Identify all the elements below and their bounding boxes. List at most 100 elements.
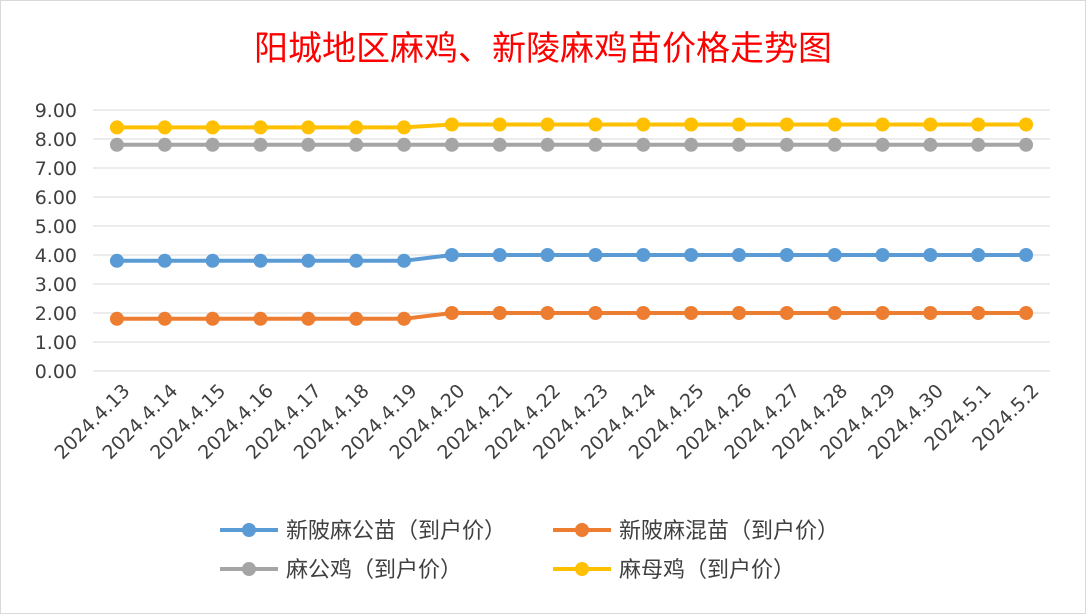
data-point xyxy=(540,117,555,132)
data-point xyxy=(540,248,555,262)
legend-marker xyxy=(575,562,589,576)
legend-item: 麻母鸡（到户价） xyxy=(553,558,795,583)
data-point xyxy=(205,137,220,152)
data-point xyxy=(109,311,124,326)
data-point xyxy=(397,311,412,326)
legend-marker xyxy=(575,523,589,537)
data-point xyxy=(731,248,746,262)
y-tick-label: 5.00 xyxy=(35,216,77,238)
data-point xyxy=(397,253,412,268)
data-point xyxy=(1019,306,1034,320)
data-point xyxy=(397,120,412,135)
data-point xyxy=(779,137,794,152)
data-point xyxy=(779,306,794,320)
legend-label: 麻母鸡（到户价） xyxy=(619,558,795,583)
data-point xyxy=(636,137,651,152)
legend-item: 新陂麻公苗（到户价） xyxy=(220,519,506,544)
y-tick-label: 4.00 xyxy=(35,245,77,267)
data-point xyxy=(157,311,172,326)
data-point xyxy=(731,117,746,132)
data-point xyxy=(636,306,651,320)
data-point xyxy=(684,137,699,152)
data-point xyxy=(349,253,364,268)
data-point xyxy=(253,120,268,135)
data-point xyxy=(971,306,986,320)
data-point xyxy=(875,137,890,152)
data-point xyxy=(205,120,220,135)
y-tick-label: 8.00 xyxy=(35,129,77,151)
data-point xyxy=(684,306,699,320)
data-point xyxy=(205,311,220,326)
data-point xyxy=(540,306,555,320)
legend: 新陂麻公苗（到户价） 新陂麻混苗（到户价） 麻公鸡（到户价） 麻母鸡（到户价） xyxy=(220,519,839,583)
y-tick-label: 2.00 xyxy=(35,303,77,325)
legend-marker xyxy=(242,523,256,537)
series-3 xyxy=(109,117,1034,135)
data-point xyxy=(827,248,842,262)
data-point xyxy=(444,137,459,152)
data-point xyxy=(349,137,364,152)
data-point xyxy=(1019,117,1034,132)
data-point xyxy=(875,306,890,320)
legend-item: 新陂麻混苗（到户价） xyxy=(553,519,839,544)
data-point xyxy=(109,137,124,152)
series-line xyxy=(116,311,1027,321)
y-tick-label: 1.00 xyxy=(35,332,77,354)
data-point xyxy=(971,248,986,262)
data-point xyxy=(971,117,986,132)
data-point xyxy=(636,117,651,132)
data-point xyxy=(779,117,794,132)
legend-item: 麻公鸡（到户价） xyxy=(220,558,462,583)
data-point xyxy=(588,117,603,132)
gridlines xyxy=(93,109,1050,372)
data-point xyxy=(827,117,842,132)
data-point xyxy=(301,120,316,135)
data-point xyxy=(157,120,172,135)
data-point xyxy=(301,137,316,152)
chart-title: 阳城地区麻鸡、新陵麻鸡苗价格走势图 xyxy=(254,29,832,69)
data-point xyxy=(109,120,124,135)
data-point xyxy=(492,306,507,320)
data-point xyxy=(971,137,986,152)
legend-label: 新陂麻混苗（到户价） xyxy=(619,519,839,544)
series-1 xyxy=(109,306,1034,326)
y-tick-label: 9.00 xyxy=(35,100,77,122)
data-point xyxy=(492,117,507,132)
y-tick-label: 0.00 xyxy=(35,361,77,383)
data-point xyxy=(827,137,842,152)
data-point xyxy=(109,253,124,268)
data-point xyxy=(684,117,699,132)
data-point xyxy=(588,306,603,320)
y-tick-label: 6.00 xyxy=(35,187,77,209)
data-point xyxy=(923,117,938,132)
data-point xyxy=(923,248,938,262)
data-point xyxy=(444,248,459,262)
data-point xyxy=(588,137,603,152)
data-point xyxy=(731,306,746,320)
data-point xyxy=(684,248,699,262)
data-point xyxy=(1019,137,1034,152)
y-axis: 0.00 1.00 2.00 3.00 4.00 5.00 6.00 7.00 8.00 9.00 xyxy=(35,100,77,383)
data-point xyxy=(492,137,507,152)
data-point xyxy=(540,137,555,152)
series-line xyxy=(116,122,1027,130)
legend-label: 新陂麻公苗（到户价） xyxy=(286,519,506,544)
data-point xyxy=(301,311,316,326)
legend-marker xyxy=(242,562,256,576)
data-point xyxy=(301,253,316,268)
data-point xyxy=(923,137,938,152)
series-group xyxy=(109,117,1034,326)
x-axis: 2024.4.132024.4.142024.4.152024.4.162024… xyxy=(51,380,1044,464)
data-point xyxy=(444,117,459,132)
y-tick-label: 3.00 xyxy=(35,274,77,296)
data-point xyxy=(205,253,220,268)
series-2 xyxy=(109,137,1034,152)
y-tick-label: 7.00 xyxy=(35,158,77,180)
data-point xyxy=(636,248,651,262)
data-point xyxy=(1019,248,1034,262)
data-point xyxy=(731,137,746,152)
data-point xyxy=(827,306,842,320)
data-point xyxy=(923,306,938,320)
data-point xyxy=(253,311,268,326)
